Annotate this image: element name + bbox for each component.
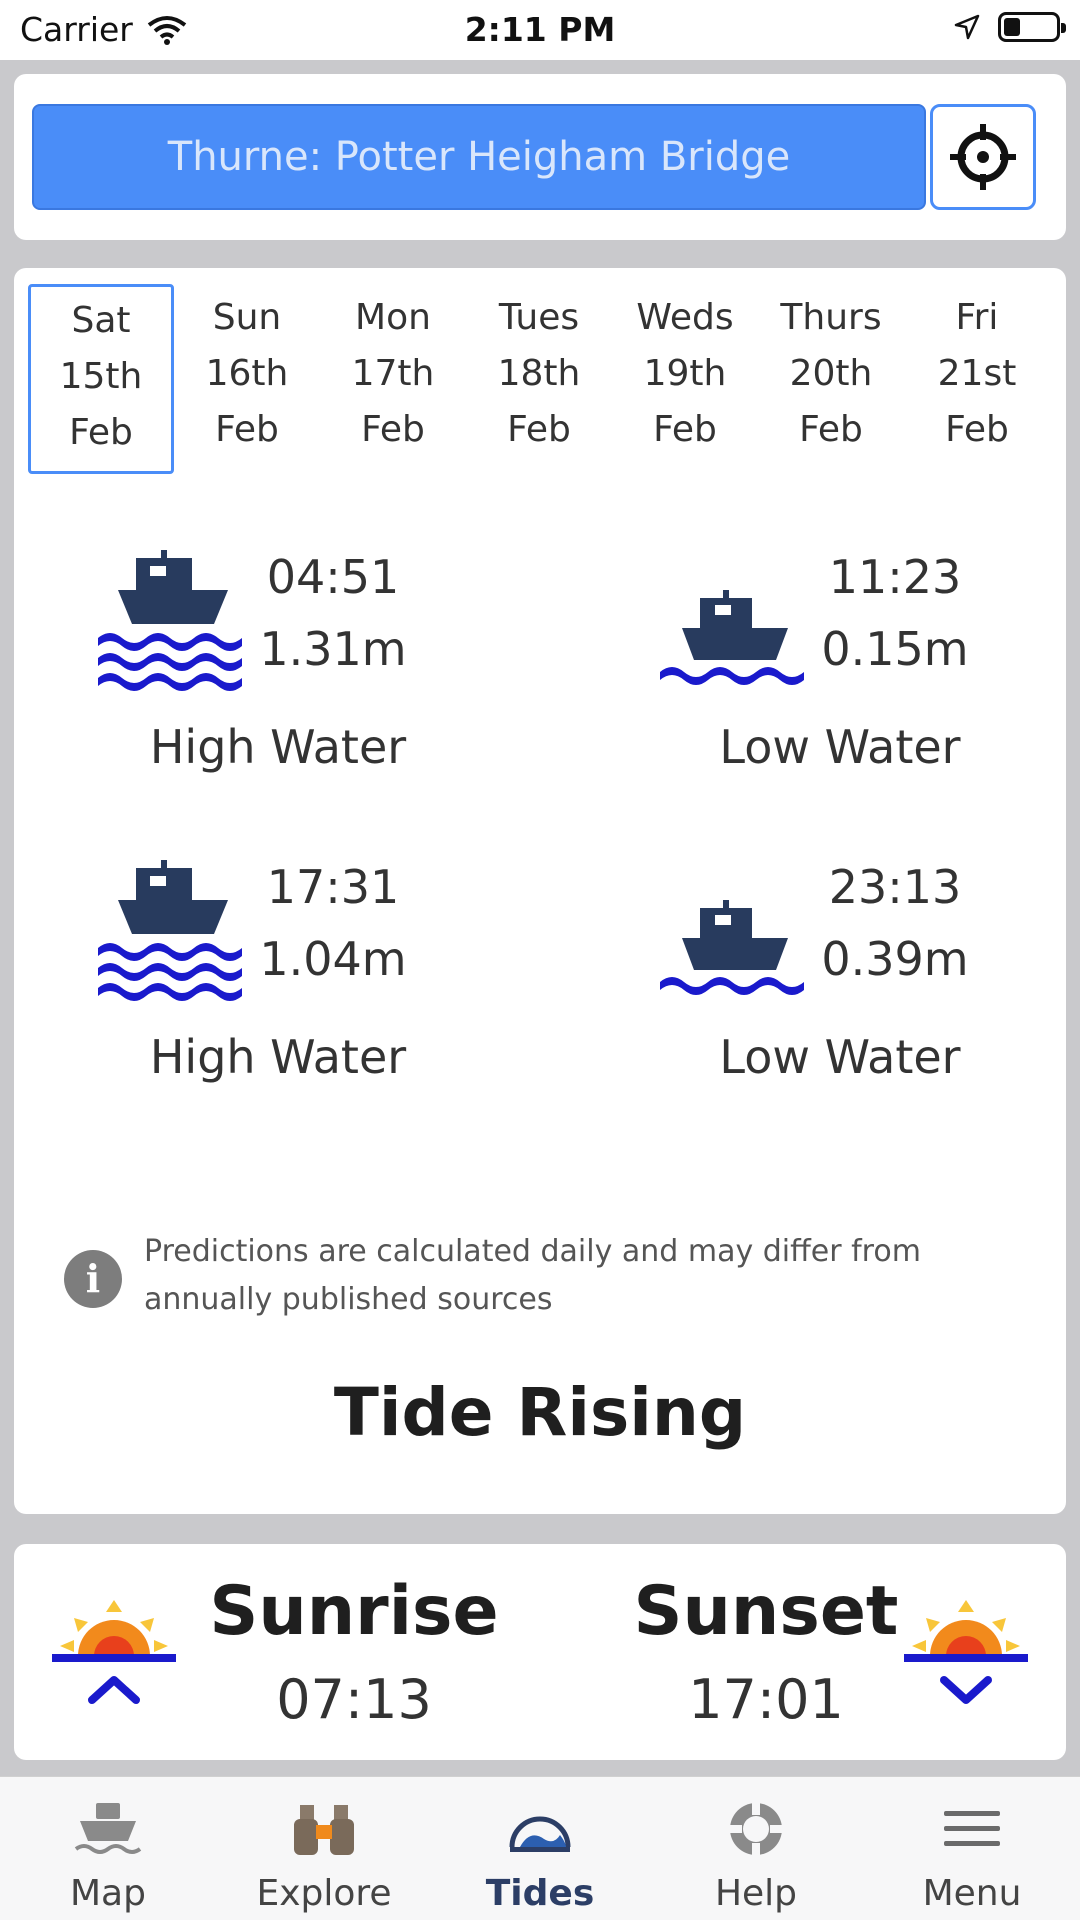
tab-label: Explore — [256, 1873, 392, 1914]
day-date: 17th — [351, 353, 435, 394]
tide-time: 11:23 — [828, 550, 962, 604]
tab-menu[interactable]: Menu — [864, 1777, 1080, 1920]
tide-card: Sat 15th Feb Sun 16th Feb Mon 17th Feb T… — [14, 268, 1066, 1514]
tab-help[interactable]: Help — [648, 1777, 864, 1920]
high-water-boat-icon — [98, 860, 242, 1001]
tide-height: 0.15m — [821, 622, 969, 676]
boat-icon — [74, 1803, 142, 1854]
tab-bar: Map Explore Tides Help — [0, 1776, 1080, 1920]
battery-icon — [998, 12, 1066, 42]
tab-map[interactable]: Map — [0, 1777, 216, 1920]
wifi-icon — [147, 15, 187, 45]
tide-entry: 04:51 1.31m High Water — [98, 550, 578, 800]
lifebuoy-icon — [728, 1801, 784, 1857]
tide-height: 0.39m — [821, 932, 969, 986]
day-name: Mon — [355, 297, 431, 338]
day-date: 15th — [59, 356, 143, 397]
tide-height: 1.04m — [259, 932, 407, 986]
day-date: 18th — [497, 353, 581, 394]
tide-label: Low Water — [719, 720, 961, 774]
day-month: Feb — [361, 409, 425, 450]
tide-entry: 23:13 0.39m Low Water — [660, 860, 1080, 1110]
day-tab[interactable]: Sat 15th Feb — [28, 284, 174, 474]
day-tab[interactable]: Weds 19th Feb — [612, 284, 758, 474]
day-name: Weds — [636, 297, 734, 338]
day-name: Thurs — [780, 297, 882, 338]
tab-label: Map — [70, 1873, 146, 1914]
day-tab[interactable]: Fri 21st Feb — [904, 284, 1050, 474]
sunset-label: Sunset — [633, 1572, 899, 1651]
day-date: 16th — [205, 353, 289, 394]
day-month: Feb — [799, 409, 863, 450]
sunset-icon — [904, 1600, 1028, 1704]
sunrise-time: 07:13 — [276, 1668, 432, 1731]
sunset-time: 17:01 — [688, 1668, 844, 1731]
tide-entry: 17:31 1.04m High Water — [98, 860, 578, 1110]
tide-status: Tide Rising — [333, 1374, 747, 1451]
binoculars-icon — [294, 1805, 354, 1855]
day-month: Feb — [507, 409, 571, 450]
tide-time: 23:13 — [828, 860, 962, 914]
tide-height: 1.31m — [259, 622, 407, 676]
day-date: 21st — [937, 353, 1017, 394]
low-water-boat-icon — [660, 590, 804, 685]
carrier-name: Carrier — [20, 10, 133, 49]
location-card: Thurne: Potter Heigham Bridge — [14, 74, 1066, 240]
tide-time: 04:51 — [266, 550, 400, 604]
status-bar: Carrier 2:11 PM — [0, 0, 1080, 60]
tab-label: Help — [714, 1873, 798, 1914]
day-tab[interactable]: Mon 17th Feb — [320, 284, 466, 474]
tide-label: High Water — [149, 720, 407, 774]
day-tab[interactable]: Sun 16th Feb — [174, 284, 320, 474]
status-right — [954, 12, 1066, 42]
prediction-info: i Predictions are calculated daily and m… — [64, 1228, 1024, 1328]
day-month: Feb — [215, 409, 279, 450]
carrier-group: Carrier — [20, 10, 187, 49]
tab-label: Menu — [922, 1873, 1022, 1914]
tide-label: High Water — [149, 1030, 407, 1084]
day-month: Feb — [945, 409, 1009, 450]
day-date: 20th — [789, 353, 873, 394]
crosshair-icon — [950, 124, 1016, 190]
tab-explore[interactable]: Explore — [216, 1777, 432, 1920]
info-icon[interactable]: i — [64, 1250, 122, 1308]
sunrise-icon — [52, 1600, 176, 1704]
day-name: Fri — [955, 297, 999, 338]
location-selector-button[interactable]: Thurne: Potter Heigham Bridge — [32, 104, 926, 210]
day-month: Feb — [69, 412, 133, 453]
info-text: Predictions are calculated daily and may… — [144, 1234, 921, 1317]
day-selector: Sat 15th Feb Sun 16th Feb Mon 17th Feb T… — [28, 284, 1052, 474]
tide-time: 17:31 — [266, 860, 400, 914]
day-tab[interactable]: Thurs 20th Feb — [758, 284, 904, 474]
day-name: Sat — [71, 300, 131, 341]
day-name: Sun — [212, 297, 282, 338]
hamburger-menu-icon — [944, 1811, 1000, 1846]
low-water-boat-icon — [660, 900, 804, 995]
day-name: Tues — [498, 297, 580, 338]
tide-label: Low Water — [719, 1030, 961, 1084]
current-location-button[interactable] — [930, 104, 1036, 210]
sunrise-label: Sunrise — [209, 1572, 499, 1651]
tab-tides[interactable]: Tides — [432, 1777, 648, 1920]
sun-card: Sunrise 07:13 Sunset 17:01 — [14, 1544, 1066, 1760]
day-month: Feb — [653, 409, 717, 450]
location-name: Thurne: Potter Heigham Bridge — [167, 134, 791, 180]
tide-entry: 11:23 0.15m Low Water — [660, 550, 1080, 800]
tides-icon — [509, 1816, 571, 1852]
battery-fill — [1004, 18, 1020, 36]
day-date: 19th — [643, 353, 727, 394]
location-arrow-icon — [954, 14, 980, 40]
high-water-boat-icon — [98, 550, 242, 691]
tab-label: Tides — [485, 1873, 595, 1914]
status-time: 2:11 PM — [464, 10, 616, 49]
day-tab[interactable]: Tues 18th Feb — [466, 284, 612, 474]
